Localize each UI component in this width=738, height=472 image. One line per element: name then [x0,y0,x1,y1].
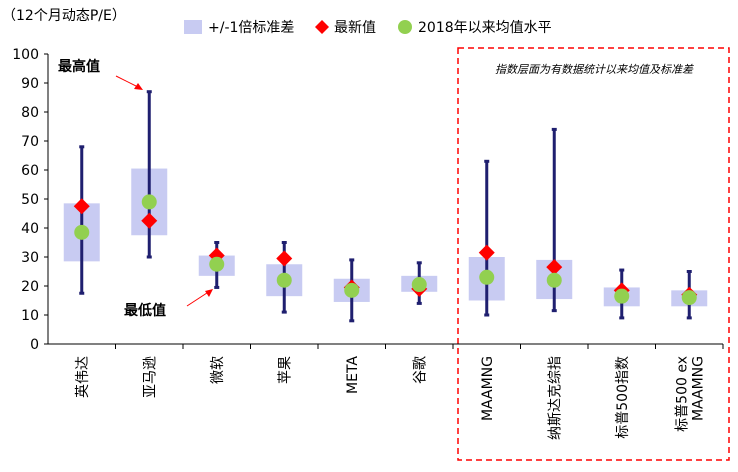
mean-value-marker [74,224,90,240]
category-label: 谷歌 [412,356,428,384]
y-tick-label: 10 [21,308,39,324]
mean-value-marker [681,290,697,306]
latest-value-marker [478,244,495,261]
category-label: 亚马逊 [142,356,158,398]
max-annotation: 最高值 [58,58,100,75]
mean-value-marker [546,272,562,288]
y-tick-label: 80 [21,105,39,121]
category-label: 标普500 exMAAMNG [674,356,706,432]
y-tick-label: 100 [12,47,39,63]
latest-value-marker [276,250,293,267]
latest-value-marker [546,259,563,276]
y-tick-label: 60 [21,163,39,179]
min-annotation: 最低值 [124,302,166,319]
min-annotation-arrowhead [205,289,213,297]
legend-mean-label: 2018年以来均值水平 [418,20,552,36]
y-tick-label: 40 [21,221,39,237]
min-annotation-arrow [186,290,211,307]
index-group-title: 指数层面为有数据统计以来均值及标准差 [495,63,694,76]
y-tick-label: 90 [21,76,39,92]
y-tick-label: 20 [21,279,39,295]
y-tick-label: 50 [21,192,39,208]
mean-value-marker [614,288,630,304]
category-label: META [345,356,361,394]
y-tick-label: 0 [30,337,39,353]
mean-value-marker [276,272,292,288]
category-label: MAAMNG [480,356,496,421]
legend-band-label: +/-1倍标准差 [208,20,294,36]
category-label: 苹果 [277,356,293,384]
latest-value-marker [141,212,158,229]
x-ticks [115,344,724,349]
legend-band-swatch [184,20,202,34]
category-label: 微软 [210,356,226,384]
mean-value-marker [344,282,360,298]
legend-mean-marker [398,20,412,34]
latest-value-marker [73,198,90,215]
mean-value-marker [411,277,427,293]
category-label: 纳斯达克综指 [547,356,563,440]
legend: +/-1倍标准差 最新值 2018年以来均值水平 [184,20,552,36]
index-group-box [457,47,730,461]
category-labels: 英伟达 亚马逊 微软 苹果 META 谷歌 MAAMNG 纳斯达克综指 标普500指数 标普500… [74,356,707,440]
legend-latest-label: 最新值 [334,20,376,36]
category-label: 英伟达 [74,356,91,398]
y-axis-title: （12个月动态P/E） [2,8,126,24]
legend-latest-marker [315,20,329,34]
y-ticks: 0 10 20 30 40 50 60 70 80 90 100 [12,47,48,353]
y-tick-label: 30 [21,250,39,266]
mean-value-marker [209,256,225,272]
chart-marks [63,90,708,323]
max-annotation-arrowhead [134,83,143,90]
mean-value-marker [141,194,157,210]
category-label: 标普500指数 [615,356,631,439]
mean-value-marker [479,269,495,285]
y-tick-label: 70 [21,134,39,150]
